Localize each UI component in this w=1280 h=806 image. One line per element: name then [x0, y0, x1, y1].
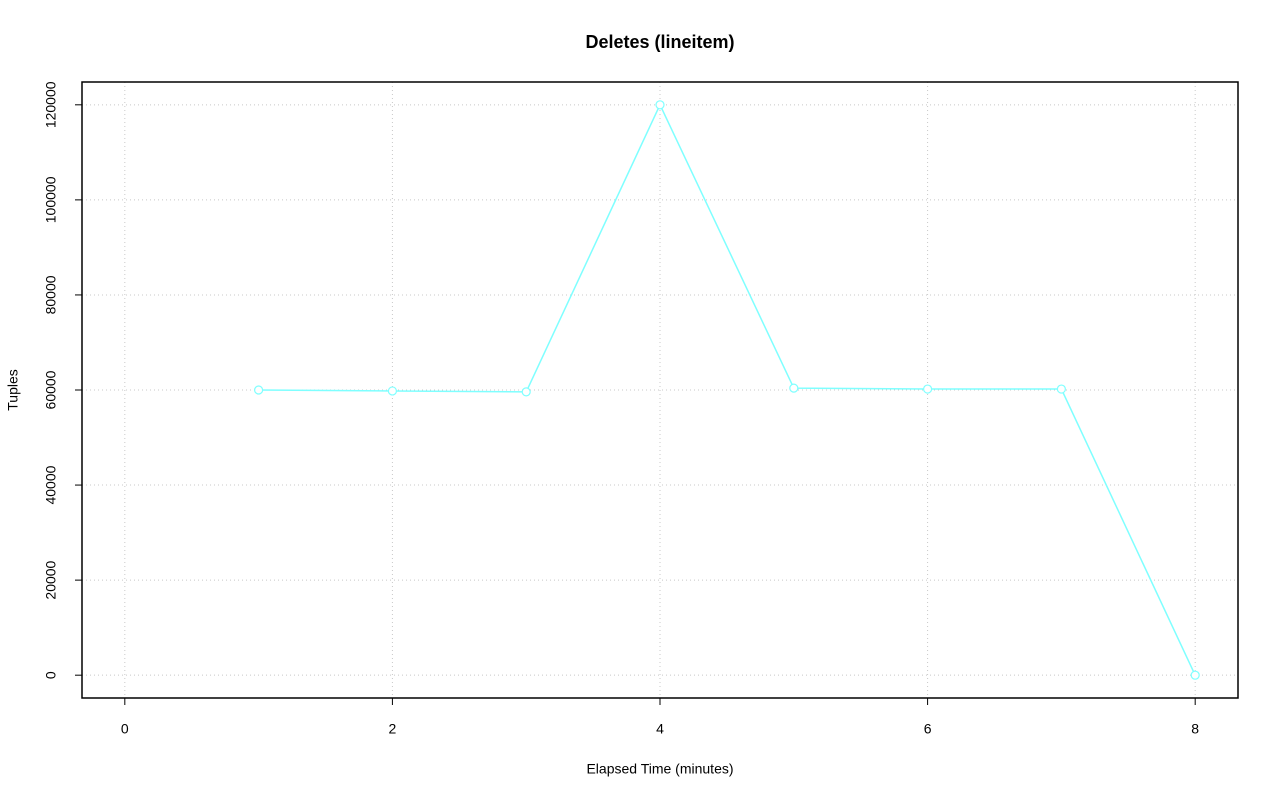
y-tick-label: 80000 — [43, 275, 59, 314]
data-point — [922, 384, 933, 394]
data-point — [1190, 670, 1200, 680]
x-axis-label: Elapsed Time (minutes) — [586, 761, 733, 777]
data-point — [254, 385, 264, 395]
y-tick-label: 100000 — [43, 176, 59, 223]
x-tick-label: 0 — [121, 721, 129, 737]
x-tick-label: 8 — [1191, 721, 1199, 737]
data-point — [521, 387, 531, 397]
y-tick-label: 0 — [43, 671, 59, 679]
data-point — [655, 100, 665, 110]
y-tick-label: 20000 — [43, 560, 59, 599]
y-tick-label: 120000 — [43, 81, 59, 128]
chart-title: Deletes (lineitem) — [585, 32, 734, 52]
data-point — [387, 386, 398, 396]
y-axis-label: Tuples — [5, 369, 21, 411]
x-tick-label: 4 — [656, 721, 664, 737]
data-point — [789, 383, 799, 393]
data-point — [1056, 384, 1066, 394]
plot-frame — [81, 81, 1239, 699]
series-line — [258, 103, 1196, 676]
y-tick-label: 60000 — [43, 370, 59, 409]
x-tick-label: 2 — [389, 721, 397, 737]
y-tick-label: 40000 — [43, 465, 59, 504]
x-tick-label: 6 — [924, 721, 932, 737]
